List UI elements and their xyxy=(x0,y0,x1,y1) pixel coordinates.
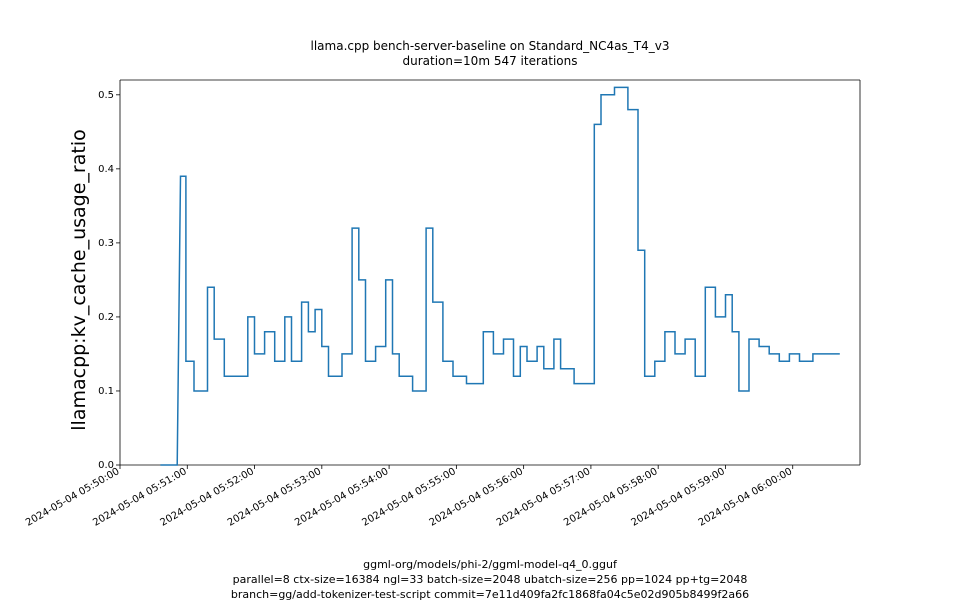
chart-footer-line1: ggml-org/models/phi-2/ggml-model-q4_0.gg… xyxy=(363,558,618,571)
y-axis-label: llamacpp:kv_cache_usage_ratio xyxy=(68,129,90,430)
y-tick-label: 0.2 xyxy=(98,312,114,323)
y-tick-label: 0.5 xyxy=(98,90,114,101)
chart-background xyxy=(0,0,960,600)
y-tick-label: 0.3 xyxy=(98,238,114,249)
chart-svg: llama.cpp bench-server-baseline on Stand… xyxy=(0,0,960,600)
chart-footer-line3: branch=gg/add-tokenizer-test-script comm… xyxy=(231,588,749,600)
y-tick-label: 0.1 xyxy=(98,386,114,397)
chart-title-line2: duration=10m 547 iterations xyxy=(403,54,578,68)
chart-footer-line2: parallel=8 ctx-size=16384 ngl=33 batch-s… xyxy=(233,573,748,586)
y-tick-label: 0.4 xyxy=(98,164,114,175)
chart-title-line1: llama.cpp bench-server-baseline on Stand… xyxy=(311,39,670,53)
chart-container: llama.cpp bench-server-baseline on Stand… xyxy=(0,0,960,600)
